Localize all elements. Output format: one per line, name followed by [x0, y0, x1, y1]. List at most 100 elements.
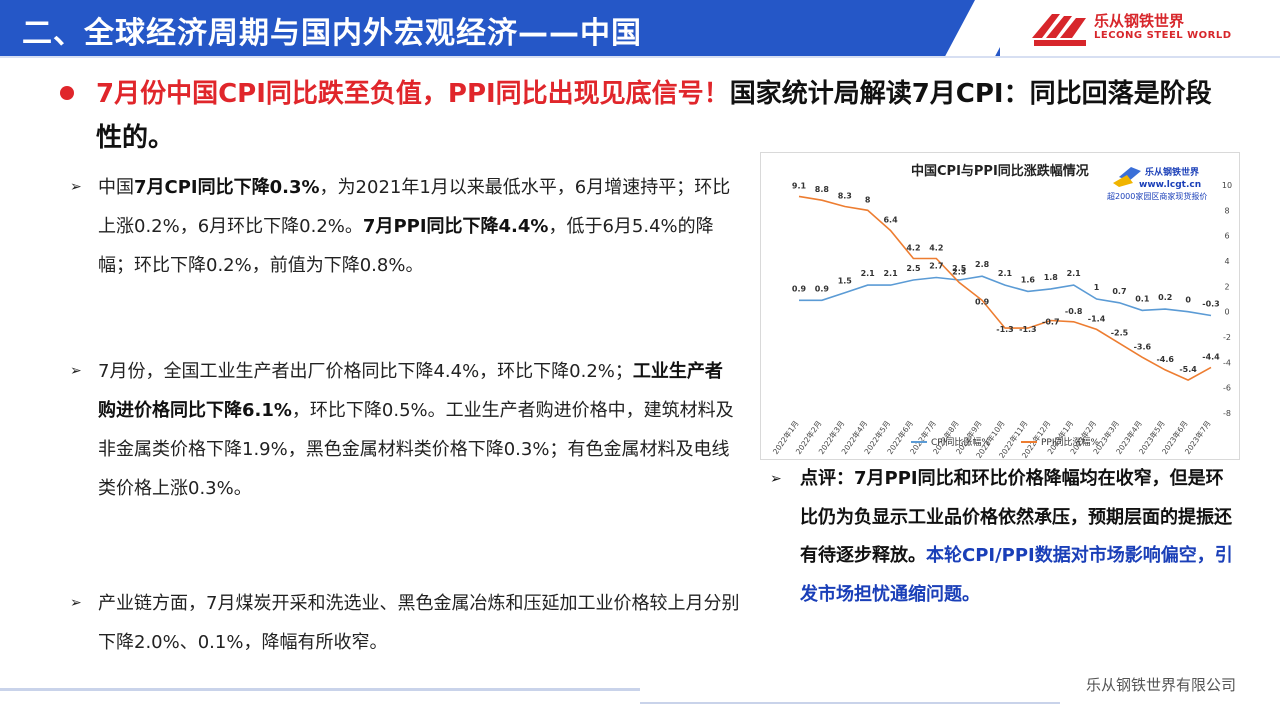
headline-red-text: 7月份中国CPI同比跌至负值，PPI同比出现见底信号！: [96, 79, 730, 109]
bullet-bold-segment: 7月PPI同比下降4.4%: [362, 216, 549, 237]
watermark-url: www.lcgt.cn: [1139, 180, 1201, 190]
logo-icon: [1032, 14, 1086, 46]
y-tick-label: 4: [1224, 257, 1229, 266]
chart-legend: CPI同比涨幅% PPI同比涨幅%: [911, 436, 1100, 448]
data-label: -0.3: [1202, 299, 1220, 308]
data-label: 9.1: [792, 181, 807, 190]
bullet-segment: ，低于6月5.4%的降幅；环比下降0.2%，前值为下降0.8%。: [98, 216, 714, 276]
header-underline: [0, 56, 1280, 58]
footer-line: [640, 702, 1060, 704]
data-label: 2.1: [998, 269, 1013, 278]
watermark-slogan: 超2000家园区商家现货报价: [1107, 191, 1207, 201]
headline-black-text: 国家统计局解读7月CPI：同比回落是阶段性的。: [96, 79, 1212, 153]
data-label: 0: [1185, 296, 1191, 305]
data-label: 2.1: [861, 269, 876, 278]
data-label: 0.9: [975, 297, 990, 306]
data-label: 1.6: [1021, 275, 1036, 284]
data-label: -3.6: [1134, 342, 1152, 351]
series-line-ppi: [798, 195, 1212, 381]
bullet-text: 7月份，全国工业生产者出厂价格同比下降4.4%，环比下降0.2%；工业生产者购进…: [98, 352, 740, 508]
legend-label: PPI同比涨幅%: [1041, 436, 1100, 448]
x-axis-ticks: 2022年1月2022年2月2022年3月2022年4月2022年5月2022年…: [770, 418, 1212, 459]
data-label: 0.7: [1112, 287, 1126, 296]
y-tick-label: 6: [1224, 232, 1229, 241]
data-label: -0.8: [1065, 307, 1083, 316]
chart-data-labels: 0.9 0.9 1.5 2.1 2.1 2.5 2.7 2.5 2.8 2.1 1.6 1.8 2.1 1…: [792, 181, 1220, 374]
legend-label: CPI同比涨幅%: [931, 436, 990, 448]
headline-bullet-icon: [60, 86, 74, 100]
chart-svg: 中国CPI与PPI同比涨跌幅情况 乐从钢铁世界 www.lcgt.cn 超200…: [770, 163, 1232, 459]
y-tick-label: -8: [1223, 409, 1231, 418]
commentary-black-text: 点评：7月PPI同比和环比价格降幅均在收窄，但是环比仍为负显示工业品价格依然承压…: [800, 468, 1232, 566]
header: 二、全球经济周期与国内外宏观经济——中国 乐从钢铁世界 LECONG STEEL…: [0, 0, 1280, 56]
bullet-bold-segment: 工业生产者购进价格同比下降6.1%: [98, 361, 723, 421]
page-title: 二、全球经济周期与国内外宏观经济——中国: [22, 16, 642, 51]
y-tick-label: 0: [1224, 308, 1229, 317]
y-tick-label: -2: [1223, 333, 1231, 342]
data-label: -1.3: [1019, 325, 1037, 334]
arrow-bullet-icon: ➢: [70, 179, 82, 195]
data-label: 8.3: [838, 192, 852, 201]
logo-name-cn: 乐从钢铁世界: [1094, 12, 1185, 30]
y-tick-label: 8: [1224, 206, 1229, 215]
data-label: 0.9: [792, 284, 807, 293]
bullet-segment: 中国: [98, 177, 134, 198]
header-bar: [0, 0, 1000, 56]
data-label: 2.7: [929, 261, 943, 270]
y-tick-label: 2: [1224, 282, 1229, 291]
data-label: -1.4: [1088, 314, 1106, 323]
chart-title: 中国CPI与PPI同比涨跌幅情况: [911, 163, 1089, 179]
arrow-bullet-icon: ➢: [70, 363, 82, 379]
y-axis-ticks: 10 8 6 4 2 0 -2 -4 -6 -8: [1222, 181, 1232, 418]
data-label: 2.5: [906, 264, 921, 273]
data-label: -2.5: [1111, 328, 1129, 337]
data-label: 1.8: [1044, 273, 1059, 282]
y-tick-label: -6: [1223, 384, 1231, 393]
data-label: 8.8: [815, 185, 830, 194]
data-label: -4.4: [1202, 352, 1220, 361]
cpi-ppi-chart: 中国CPI与PPI同比涨跌幅情况 乐从钢铁世界 www.lcgt.cn 超200…: [760, 152, 1240, 460]
data-label: -5.4: [1179, 365, 1197, 374]
data-label: 2.8: [975, 260, 990, 269]
data-label: 2.1: [883, 269, 898, 278]
data-label: -1.3: [996, 325, 1014, 334]
chart-lines: [798, 195, 1212, 381]
series-line-cpi: [799, 275, 1212, 317]
logo-name-en: LECONG STEEL WORLD: [1094, 30, 1232, 41]
commentary: ➢ 点评：7月PPI同比和环比价格降幅均在收窄，但是环比仍为负显示工业品价格依然…: [770, 460, 1240, 614]
commentary-blue-text: 本轮CPI/PPI数据对市场影响偏空，引发市场担忧通缩问题。: [800, 545, 1233, 605]
data-label: 0.2: [1158, 293, 1172, 302]
y-tick-label: -4: [1223, 358, 1231, 367]
data-label: 2.3: [952, 268, 966, 277]
bullet-cpi-ppi-summary: ➢ 中国7月CPI同比下降0.3%，为2021年1月以来最低水平，6月增速持平；…: [70, 168, 740, 285]
commentary-text: 点评：7月PPI同比和环比价格降幅均在收窄，但是环比仍为负显示工业品价格依然承压…: [800, 460, 1240, 614]
bullet-industrial-prices: ➢ 7月份，全国工业生产者出厂价格同比下降4.4%，环比下降0.2%；工业生产者…: [70, 352, 740, 508]
watermark-name: 乐从钢铁世界: [1145, 166, 1199, 178]
footer-company: 乐从钢铁世界有限公司: [1086, 676, 1237, 694]
data-label: 8: [865, 195, 871, 204]
headline: 7月份中国CPI同比跌至负值，PPI同比出现见底信号！国家统计局解读7月CPI：…: [96, 72, 1216, 160]
bullet-industry-chain: ➢ 产业链方面，7月煤炭开采和洗选业、黑色金属冶炼和压延加工业价格较上月分别下降…: [70, 584, 740, 662]
y-tick-label: 10: [1222, 181, 1232, 190]
data-label: 2.1: [1067, 269, 1082, 278]
data-label: 2.5: [952, 264, 967, 273]
bullet-segment: 产业链方面，7月煤炭开采和洗选业、黑色金属冶炼和压延加工业价格较上月分别下降2.…: [98, 593, 740, 653]
data-label: 0.1: [1135, 294, 1150, 303]
chart-watermark: 乐从钢铁世界 www.lcgt.cn 超2000家园区商家现货报价: [1107, 166, 1207, 201]
bullet-segment: ，环比下降0.5%。工业生产者购进价格中，建筑材料及非金属类价格下降1.9%，黑…: [98, 400, 734, 499]
arrow-bullet-icon: ➢: [770, 471, 782, 487]
data-label: -4.6: [1156, 355, 1174, 364]
footer-line: [0, 688, 640, 691]
data-label: 4.2: [929, 243, 943, 252]
bullet-text: 中国7月CPI同比下降0.3%，为2021年1月以来最低水平，6月增速持平；环比…: [98, 168, 740, 285]
arrow-bullet-icon: ➢: [70, 595, 82, 611]
bullet-bold-segment: 7月CPI同比下降0.3%: [134, 177, 320, 198]
data-label: 4.2: [906, 243, 920, 252]
data-label: 1.5: [838, 277, 853, 286]
data-label: 0.9: [815, 284, 830, 293]
data-label: 6.4: [883, 216, 898, 225]
bullet-segment: 7月份，全国工业生产者出厂价格同比下降4.4%，环比下降0.2%；: [98, 361, 633, 382]
bullet-segment: ，为2021年1月以来最低水平，6月增速持平；环比上涨0.2%，6月环比下降0.…: [98, 177, 731, 237]
bullet-text: 产业链方面，7月煤炭开采和洗选业、黑色金属冶炼和压延加工业价格较上月分别下降2.…: [98, 584, 740, 662]
data-label: -0.7: [1042, 318, 1060, 327]
